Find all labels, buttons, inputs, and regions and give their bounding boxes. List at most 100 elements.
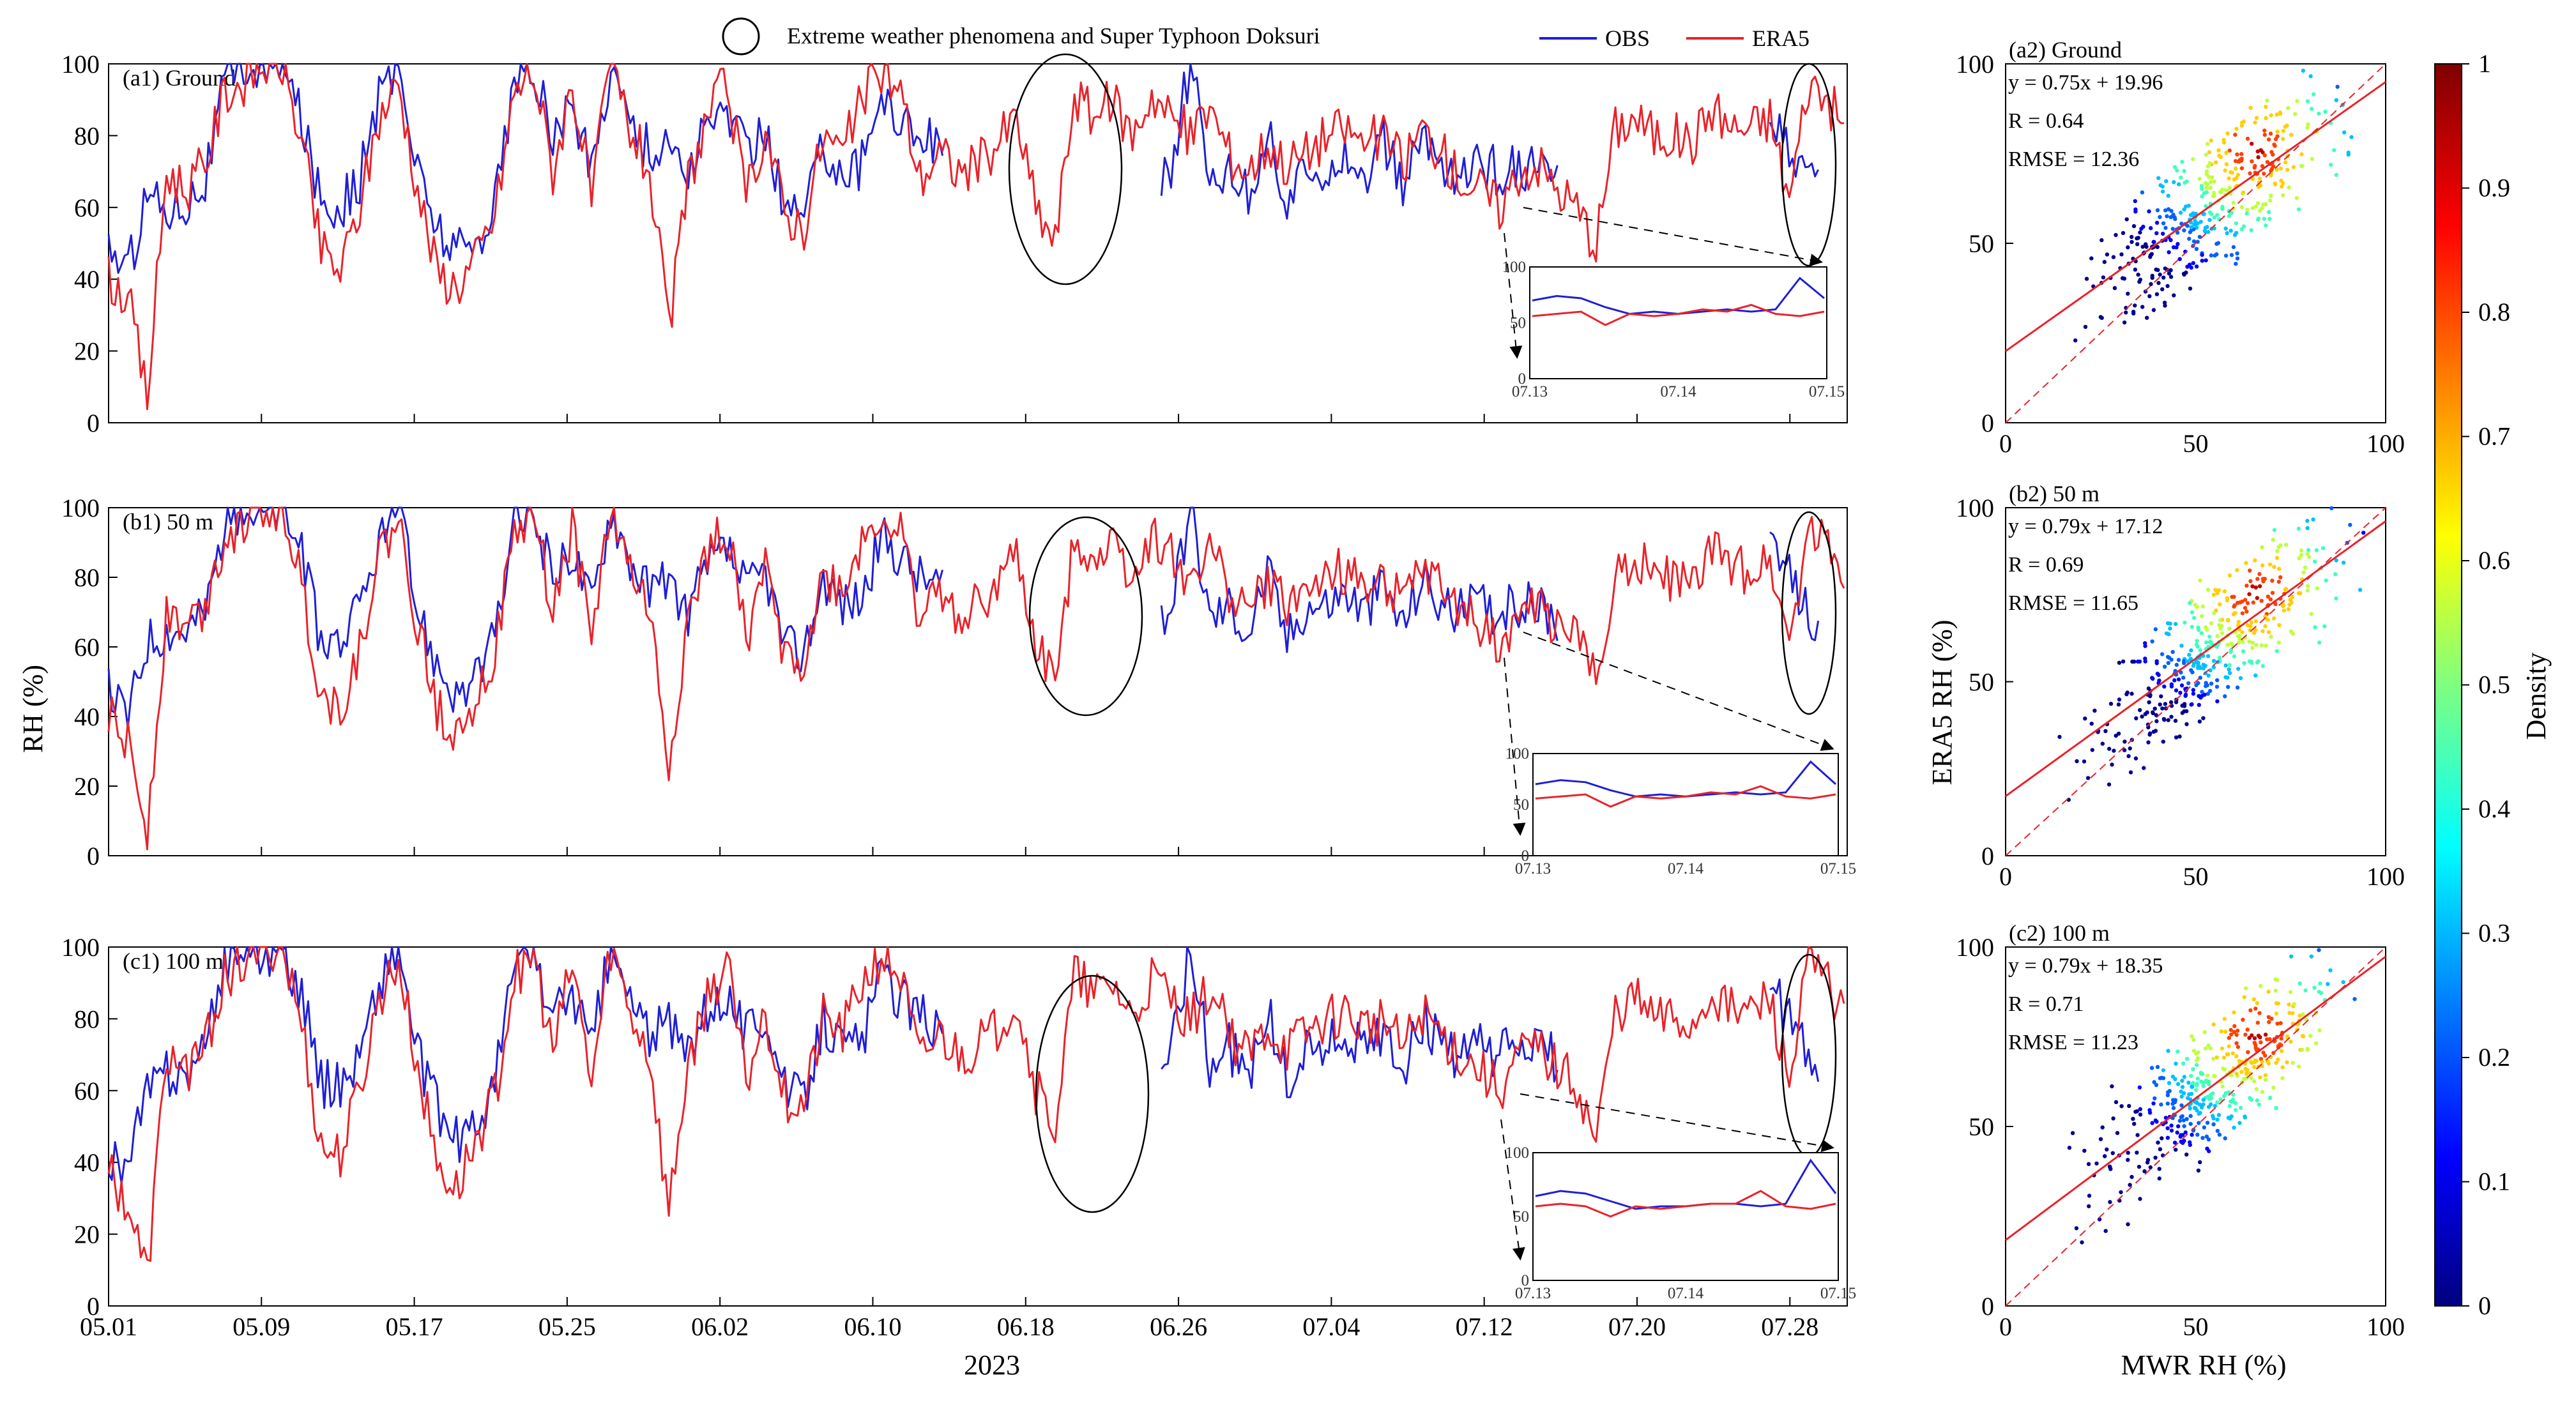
scatter-point xyxy=(2218,1097,2223,1102)
scatter-point xyxy=(2263,1077,2268,1082)
scatter-point xyxy=(2285,123,2289,128)
fit-rmse: RMSE = 11.65 xyxy=(2008,591,2138,615)
fit-equation: y = 0.75x + 19.96 xyxy=(2008,71,2163,95)
scatter-point xyxy=(2264,223,2268,228)
scatter-point xyxy=(2268,198,2273,203)
scatter-point xyxy=(2281,128,2285,133)
scatter-point xyxy=(2138,1197,2142,1201)
scatter-point xyxy=(2274,1061,2278,1065)
scatter-point xyxy=(2187,236,2191,241)
scatter-point xyxy=(2155,208,2160,213)
scatter-point xyxy=(2119,1104,2124,1109)
zoom-arrow xyxy=(1523,632,1834,751)
scatter-point xyxy=(2182,207,2186,212)
scatter-point xyxy=(2227,176,2231,181)
one-to-one-line xyxy=(2005,63,2386,423)
scatter-point xyxy=(2125,690,2130,695)
y-tick-label: 0 xyxy=(87,1292,100,1321)
scatter-x-tick: 50 xyxy=(2183,862,2209,891)
scatter-point xyxy=(2276,1057,2280,1062)
scatter-point xyxy=(2196,1168,2201,1173)
scatter-point xyxy=(2234,1054,2239,1059)
scatter-point xyxy=(2272,565,2276,569)
scatter-point xyxy=(2311,517,2315,522)
scatter-point xyxy=(2082,1148,2087,1153)
scatter-point xyxy=(2306,122,2310,126)
scatter-point xyxy=(2150,639,2154,644)
scatter-point xyxy=(2189,1073,2193,1079)
scatter-point xyxy=(2175,1130,2179,1135)
scatter-point xyxy=(2303,565,2308,570)
scatter-point xyxy=(2234,1041,2239,1045)
scatter-point xyxy=(2214,252,2219,257)
scatter-point xyxy=(2297,556,2301,561)
scatter-point xyxy=(2162,717,2167,722)
scatter-point xyxy=(2284,542,2289,547)
scatter-point xyxy=(2255,660,2260,665)
scatter-point xyxy=(2237,159,2241,164)
scatter-point xyxy=(2162,664,2167,669)
scatter-point xyxy=(2280,1065,2285,1070)
scatter-point xyxy=(2166,621,2170,626)
plot-frame xyxy=(108,507,1848,856)
scatter-point xyxy=(2209,212,2214,216)
scatter-point xyxy=(2103,729,2108,734)
scatter-point xyxy=(2198,1160,2202,1165)
scatter-point xyxy=(2334,596,2338,601)
scatter-point xyxy=(2298,591,2303,595)
scatter-point xyxy=(2200,252,2204,257)
scatter-point xyxy=(2239,1070,2244,1074)
scatter-xlabel: MWR RH (%) xyxy=(2121,1349,2286,1381)
zoom-arrow xyxy=(1504,232,1523,359)
scatter-point xyxy=(2155,245,2160,249)
scatter-x-tick: 100 xyxy=(2366,1312,2405,1341)
scatter-point xyxy=(2075,759,2079,764)
scatter-y-tick: 0 xyxy=(1981,409,1994,437)
scatter-point xyxy=(2225,618,2230,623)
scatter-point xyxy=(2254,642,2259,648)
scatter-point xyxy=(2217,656,2222,660)
scatter-point xyxy=(2241,190,2246,195)
scatter-point xyxy=(2245,601,2250,605)
scatter-point xyxy=(2161,275,2166,280)
scatter-point xyxy=(2171,1105,2176,1111)
scatter-point xyxy=(2174,1061,2178,1066)
scatter-point xyxy=(2212,610,2216,616)
scatter-point xyxy=(2186,681,2191,686)
scatter-point xyxy=(2208,1046,2213,1050)
scatter-point xyxy=(2232,177,2237,182)
x-tick-label: 05.17 xyxy=(386,1312,443,1341)
time-panel-2: (b1) 50 m 0 20 40 60 80 100 0 50 100 07.13 07.14 07.… xyxy=(61,494,1856,877)
inset-plot: 0 50 100 07.13 07.14 07.15 xyxy=(1505,745,1857,877)
scatter-point xyxy=(2082,759,2087,764)
scatter-point xyxy=(2223,226,2228,231)
scatter-point xyxy=(2209,179,2213,185)
scatter-point xyxy=(2223,1029,2228,1034)
scatter-point xyxy=(2185,659,2190,664)
scatter-point xyxy=(2206,692,2211,696)
scatter-y-tick: 50 xyxy=(1969,668,1994,697)
scatter-point xyxy=(2126,1151,2130,1155)
scatter-point xyxy=(2163,702,2168,706)
scatter-point xyxy=(2204,258,2208,262)
scatter-point xyxy=(2190,610,2195,614)
scatter-point xyxy=(2314,548,2319,552)
scatter-point xyxy=(2255,1098,2259,1103)
plot-frame xyxy=(108,63,1848,423)
scatter-point xyxy=(2267,630,2271,635)
scatter-point xyxy=(2313,625,2317,630)
scatter-y-tick: 0 xyxy=(1981,842,1994,870)
scatter-point xyxy=(2173,718,2178,723)
colorbar-tick-label: 0.8 xyxy=(2478,298,2510,326)
scatter-point xyxy=(2087,1194,2092,1198)
scatter-y-tick: 100 xyxy=(1956,933,1994,962)
scatter-point xyxy=(2107,1164,2112,1169)
scatter-point xyxy=(2188,601,2192,605)
scatter-point xyxy=(2132,659,2137,664)
scatter-point xyxy=(2232,603,2237,608)
scatter-point xyxy=(2201,666,2206,671)
scatter-point xyxy=(2174,1148,2178,1152)
scatter-point xyxy=(2196,625,2200,630)
scatter-point xyxy=(2173,1077,2177,1082)
colorbar-tick-label: 1 xyxy=(2478,49,2491,78)
